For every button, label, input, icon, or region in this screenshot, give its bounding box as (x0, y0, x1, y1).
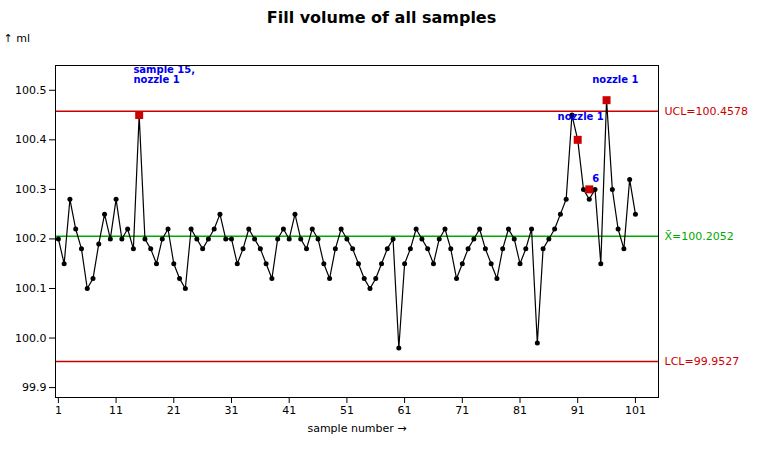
svg-text:100.0: 100.0 (15, 332, 47, 345)
svg-text:31: 31 (224, 404, 238, 417)
svg-text:41: 41 (282, 404, 296, 417)
svg-text:↑ ml: ↑ ml (4, 32, 31, 45)
svg-text:100.3: 100.3 (15, 183, 47, 196)
svg-text:nozzle 1: nozzle 1 (558, 111, 604, 122)
svg-text:UCL=100.4578: UCL=100.4578 (665, 105, 749, 118)
svg-text:100.4: 100.4 (15, 133, 47, 146)
svg-text:11: 11 (109, 404, 123, 417)
svg-text:X̄=100.2052: X̄=100.2052 (665, 230, 734, 243)
svg-text:51: 51 (340, 404, 354, 417)
svg-text:101: 101 (625, 404, 646, 417)
svg-text:91: 91 (571, 404, 585, 417)
svg-text:21: 21 (167, 404, 181, 417)
svg-text:100.2: 100.2 (15, 232, 47, 245)
svg-text:71: 71 (455, 404, 469, 417)
svg-text:sample number →: sample number → (307, 422, 406, 435)
svg-text:LCL=99.9527: LCL=99.9527 (665, 355, 740, 368)
svg-text:100.1: 100.1 (15, 282, 47, 295)
svg-text:sample 15,nozzle 1: sample 15,nozzle 1 (133, 64, 195, 85)
svg-text:99.9: 99.9 (22, 381, 47, 394)
svg-text:1: 1 (55, 404, 62, 417)
svg-text:nozzle 1: nozzle 1 (592, 74, 638, 85)
svg-text:100.5: 100.5 (15, 84, 47, 97)
svg-text:81: 81 (513, 404, 527, 417)
svg-text:6: 6 (592, 173, 599, 184)
svg-text:61: 61 (398, 404, 412, 417)
html-text:Fill volume of all samples: Fill volume of all samples (266, 8, 497, 27)
